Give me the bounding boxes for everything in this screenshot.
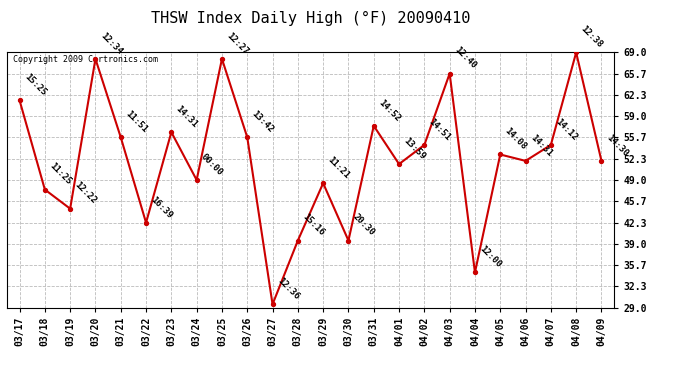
Point — [571, 50, 582, 55]
Text: 14:51: 14:51 — [427, 117, 453, 142]
Point — [596, 158, 607, 164]
Point — [191, 177, 202, 183]
Point — [469, 269, 480, 275]
Text: 12:00: 12:00 — [477, 244, 503, 270]
Point — [317, 180, 328, 186]
Text: 14:30: 14:30 — [604, 133, 629, 158]
Text: 00:00: 00:00 — [199, 152, 225, 177]
Text: THSW Index Daily High (°F) 20090410: THSW Index Daily High (°F) 20090410 — [151, 11, 470, 26]
Point — [393, 161, 404, 167]
Point — [495, 152, 506, 157]
Point — [241, 134, 253, 140]
Point — [217, 56, 228, 62]
Text: 12:38: 12:38 — [579, 24, 604, 50]
Text: 11:21: 11:21 — [326, 155, 351, 180]
Text: 11:25: 11:25 — [48, 161, 73, 187]
Point — [293, 238, 304, 244]
Point — [166, 129, 177, 135]
Text: 14:31: 14:31 — [174, 104, 199, 129]
Point — [141, 220, 152, 226]
Point — [267, 302, 278, 307]
Text: 12:36: 12:36 — [275, 276, 301, 302]
Text: 14:52: 14:52 — [377, 98, 402, 123]
Text: 12:27: 12:27 — [225, 31, 250, 56]
Text: 15:16: 15:16 — [301, 212, 326, 238]
Text: 14:08: 14:08 — [503, 126, 529, 152]
Text: 12:40: 12:40 — [453, 45, 477, 71]
Text: Copyright 2009 Cartronics.com: Copyright 2009 Cartronics.com — [13, 55, 158, 64]
Text: 14:12: 14:12 — [553, 117, 579, 142]
Text: 12:22: 12:22 — [73, 180, 98, 206]
Text: 16:39: 16:39 — [149, 195, 174, 220]
Text: 13:59: 13:59 — [402, 136, 427, 161]
Text: 20:30: 20:30 — [351, 212, 377, 238]
Point — [14, 97, 25, 103]
Text: 15:25: 15:25 — [22, 72, 48, 98]
Point — [115, 134, 126, 140]
Point — [444, 70, 455, 76]
Point — [368, 123, 380, 129]
Text: 11:51: 11:51 — [124, 109, 149, 135]
Text: 12:34: 12:34 — [98, 31, 124, 56]
Point — [343, 238, 354, 244]
Text: 14:31: 14:31 — [529, 133, 553, 158]
Text: 13:42: 13:42 — [250, 109, 275, 135]
Point — [90, 56, 101, 62]
Point — [39, 187, 50, 193]
Point — [419, 142, 430, 148]
Point — [65, 206, 76, 212]
Point — [520, 158, 531, 164]
Point — [545, 142, 556, 148]
